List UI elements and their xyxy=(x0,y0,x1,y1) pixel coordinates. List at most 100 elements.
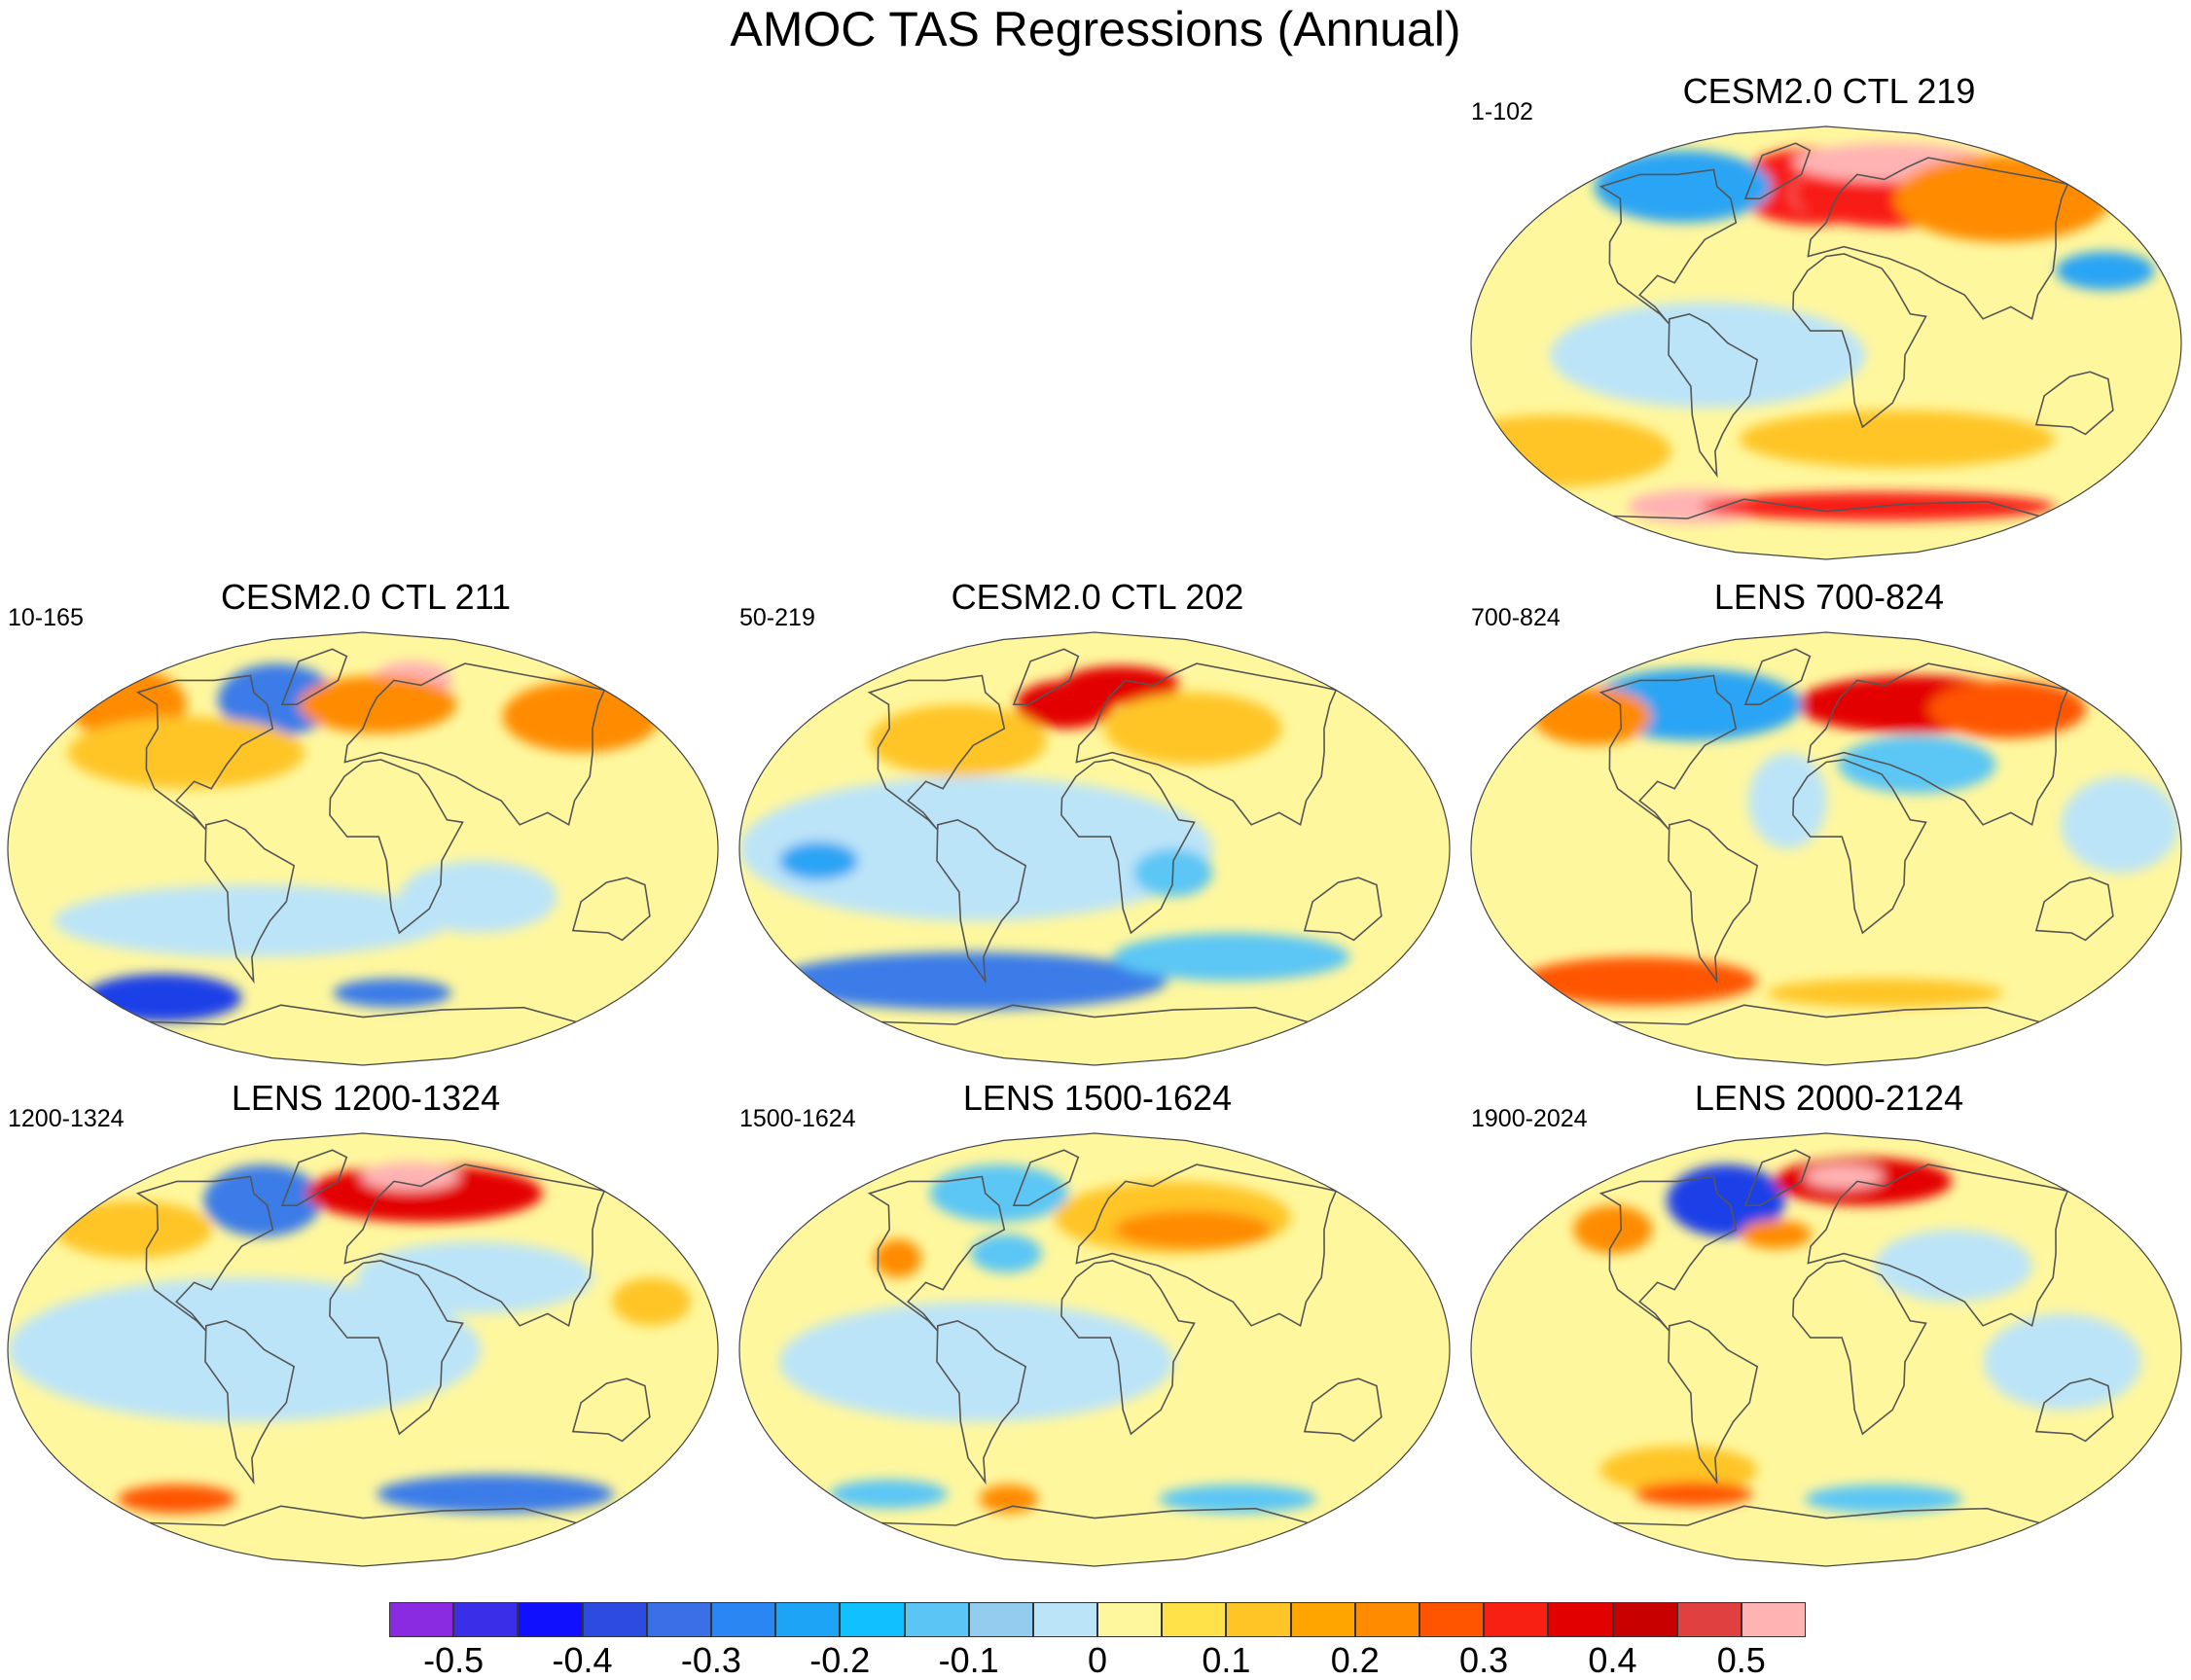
colorbar-tick-label: 0.2 xyxy=(1330,1640,1380,1680)
figure-title: AMOC TAS Regressions (Annual) xyxy=(730,2,1461,56)
colorbar-tick-label: -0.4 xyxy=(552,1640,613,1680)
coastline-australia xyxy=(1303,1377,1383,1443)
colorbar-swatch xyxy=(453,1602,519,1637)
panel-year-range: 10-165 xyxy=(8,604,84,631)
world-map-panel xyxy=(1470,125,2182,560)
anomaly-region xyxy=(1628,489,1767,523)
anomaly-region xyxy=(778,841,859,880)
coastline-greenland xyxy=(280,648,348,705)
coastline-greenland xyxy=(1743,648,1812,705)
colorbar-tick-label: 0.4 xyxy=(1588,1640,1637,1680)
colorbar-swatch xyxy=(1612,1602,1677,1637)
panel-title: LENS 700-824 xyxy=(1713,577,1945,617)
anomaly-region xyxy=(612,1277,692,1326)
coastline-australia xyxy=(571,1377,651,1443)
coastline-australia xyxy=(2034,876,2114,942)
anomaly-region xyxy=(1532,687,1651,746)
coastline-africa xyxy=(1792,253,1927,429)
coastline-antarctica xyxy=(1612,1004,2040,1025)
coastline-north-america xyxy=(1598,168,1738,325)
anomaly-region xyxy=(1893,155,2111,242)
coastline-europe-asia xyxy=(1807,1163,2069,1328)
coastline-africa xyxy=(1060,1260,1196,1436)
colorbar-swatch xyxy=(1097,1602,1163,1637)
colorbar-swatch xyxy=(1484,1602,1549,1637)
anomaly-region xyxy=(333,979,452,1008)
anomaly-region xyxy=(778,1302,1174,1422)
anomaly-region xyxy=(2061,776,2180,874)
anomaly-region xyxy=(361,1162,460,1192)
coastline-south-america xyxy=(936,818,1027,984)
coastline-europe-asia xyxy=(1807,157,2069,321)
anomaly-region xyxy=(1520,956,1758,1006)
colorbar-tick-label: 0.1 xyxy=(1202,1640,1251,1680)
panel-year-range: 50-219 xyxy=(739,604,815,631)
map-border xyxy=(7,631,719,1066)
coastline-africa xyxy=(1792,1260,1927,1436)
anomaly-region xyxy=(970,1233,1042,1273)
coastline-antarctica xyxy=(149,1004,577,1025)
coastline-antarctica xyxy=(880,1004,1309,1025)
colorbar-tick-label: -0.2 xyxy=(809,1640,871,1680)
world-map-panel xyxy=(738,1132,1451,1567)
panel-year-range: 1200-1324 xyxy=(8,1105,125,1132)
anomaly-region xyxy=(502,680,661,753)
colorbar xyxy=(389,1602,1807,1637)
coastline-africa xyxy=(1792,759,1927,935)
colorbar-swatch xyxy=(710,1602,776,1637)
coastline-greenland xyxy=(1743,1149,1812,1206)
coastline-europe-asia xyxy=(1075,1163,1338,1328)
coastline-europe-asia xyxy=(1075,662,1338,827)
anomaly-region xyxy=(84,974,242,1022)
coastline-europe-asia xyxy=(1807,662,2069,827)
anomaly-region xyxy=(1928,680,2087,738)
anomaly-region xyxy=(1838,735,1996,794)
anomaly-region xyxy=(54,884,449,957)
anomaly-region xyxy=(1114,1210,1273,1249)
anomaly-region xyxy=(739,776,1213,921)
colorbar-tick-label: -0.3 xyxy=(680,1640,741,1680)
colorbar-swatch xyxy=(1354,1602,1419,1637)
colorbar-swatch xyxy=(1162,1602,1227,1637)
coastline-greenland xyxy=(280,1149,348,1206)
coastline-africa xyxy=(329,1260,464,1436)
anomaly-region xyxy=(1112,933,1350,982)
coastline-south-america xyxy=(1668,312,1759,479)
coastline-antarctica xyxy=(880,1505,1309,1526)
anomaly-region xyxy=(356,1241,593,1314)
colorbar-tick-label: 0.3 xyxy=(1459,1640,1509,1680)
colorbar-tick-label: -0.1 xyxy=(938,1640,999,1680)
colorbar-swatch xyxy=(389,1602,454,1637)
anomaly-region xyxy=(979,1484,1039,1514)
coastline-greenland xyxy=(1743,142,1812,199)
anomaly-region xyxy=(299,675,457,733)
colorbar-swatch xyxy=(646,1602,711,1637)
anomaly-region xyxy=(1599,1446,1758,1494)
anomaly-region xyxy=(1634,1482,1753,1507)
colorbar-swatch xyxy=(968,1602,1033,1637)
anomaly-region xyxy=(1741,1220,1812,1249)
coastline-south-america xyxy=(204,818,296,984)
anomaly-region xyxy=(399,860,557,933)
panel-year-range: 700-824 xyxy=(1471,604,1561,631)
colorbar-tick-label: -0.5 xyxy=(423,1640,485,1680)
anomaly-region xyxy=(1804,1484,1962,1514)
map-border xyxy=(7,1132,719,1567)
coastline-south-america xyxy=(1668,818,1759,984)
colorbar-swatch xyxy=(1290,1602,1355,1637)
anomaly-region xyxy=(829,1480,949,1509)
coastline-north-america xyxy=(867,1175,1006,1332)
colorbar-swatch xyxy=(1032,1602,1098,1637)
anomaly-region xyxy=(217,663,337,736)
colorbar-swatch xyxy=(1226,1602,1291,1637)
coastline-north-america xyxy=(1598,674,1738,831)
world-map-panel xyxy=(1470,1132,2182,1567)
colorbar-swatch xyxy=(518,1602,583,1637)
coastline-australia xyxy=(1303,876,1383,942)
coastline-australia xyxy=(2034,371,2114,436)
coastline-antarctica xyxy=(1612,1505,2040,1526)
colorbar-swatch xyxy=(1548,1602,1613,1637)
world-map-panel xyxy=(7,631,719,1066)
coastline-north-america xyxy=(867,674,1006,831)
coastline-greenland xyxy=(1012,1149,1080,1206)
